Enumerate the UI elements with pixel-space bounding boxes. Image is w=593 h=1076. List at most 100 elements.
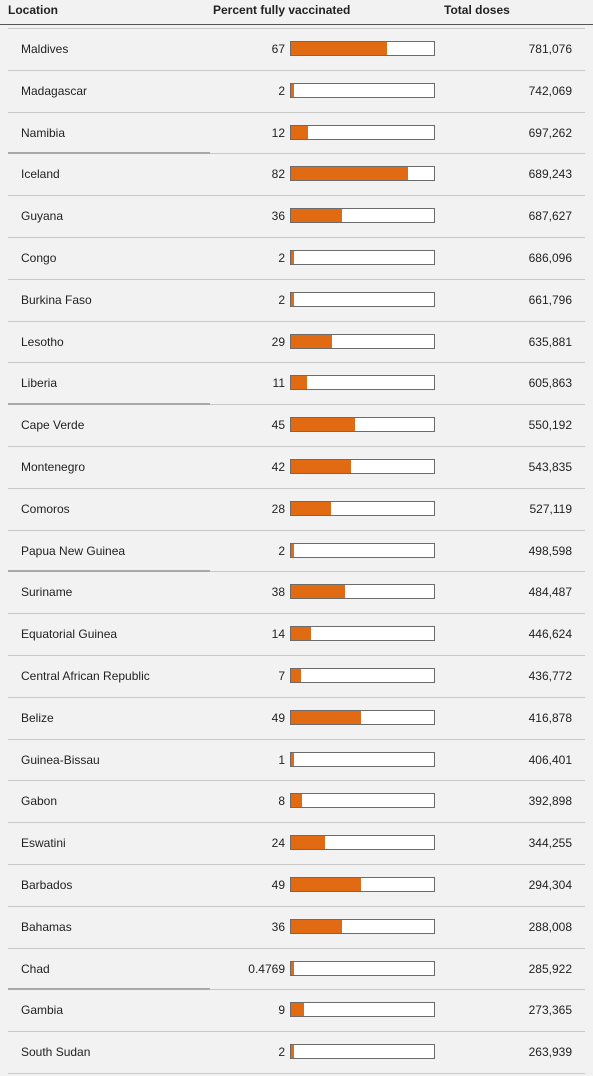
percent-bar-fill (291, 1003, 304, 1017)
percent-bar-fill (291, 836, 326, 850)
row-divider (210, 404, 585, 406)
percent-label: 45 (271, 418, 285, 433)
doses-cell: 446,624 (528, 627, 572, 642)
percent-label: 2 (278, 292, 285, 307)
row-divider (8, 111, 210, 113)
row-divider (210, 947, 585, 949)
location-cell: Iceland (21, 167, 60, 182)
percent-bar-fill (291, 83, 294, 97)
percent-bar-track (290, 333, 435, 349)
row-divider (8, 654, 210, 656)
location-cell: Guinea-Bissau (21, 752, 100, 767)
percent-label: 2 (278, 543, 285, 558)
location-cell: Barbados (21, 878, 73, 892)
percent-label: 42 (271, 460, 285, 474)
row-divider (8, 236, 210, 238)
doses-cell: 697,262 (528, 125, 572, 140)
doses-column-header[interactable]: Total doses (444, 3, 510, 17)
percent-label: 29 (271, 334, 285, 349)
row-divider (210, 822, 585, 824)
row-divider (210, 236, 585, 238)
percent-label: 0.4769 (248, 961, 285, 976)
row-divider (210, 153, 585, 155)
location-cell: Eswatini (21, 836, 66, 851)
row-divider (210, 111, 585, 113)
row-divider (8, 863, 210, 865)
doses-cell: 689,243 (528, 167, 572, 182)
table-row: Lesotho 29 635,881 (0, 322, 593, 364)
row-divider (8, 738, 210, 740)
doses-cell: 605,863 (528, 376, 572, 391)
location-cell: Chad (21, 961, 50, 976)
location-cell: Maldives (21, 42, 69, 56)
location-cell: Equatorial Guinea (21, 627, 118, 642)
percent-label: 82 (271, 167, 285, 182)
row-divider (210, 613, 585, 615)
doses-cell: 781,076 (528, 42, 572, 56)
location-cell: Central African Republic (21, 669, 150, 683)
percent-bar-fill (291, 418, 356, 432)
percent-label: 49 (271, 878, 285, 892)
percent-bar-track (290, 41, 435, 56)
row-divider (210, 863, 585, 865)
doses-cell: 285,922 (528, 961, 572, 976)
percent-label: 11 (272, 376, 285, 391)
location-cell: Papua New Guinea (21, 543, 126, 558)
row-divider (210, 529, 585, 531)
row-divider (8, 362, 210, 364)
row-divider (8, 529, 210, 531)
row-divider (210, 1031, 585, 1033)
percent-label: 9 (278, 1003, 285, 1018)
table-row: Suriname 38 484,487 (0, 572, 593, 615)
row-divider (8, 445, 210, 447)
doses-cell: 288,008 (528, 919, 572, 934)
row-divider (8, 1031, 210, 1033)
percent-label: 12 (271, 125, 285, 140)
location-cell: Cape Verde (21, 418, 85, 433)
percent-bar-fill (291, 42, 387, 55)
percent-bar-fill (291, 627, 312, 641)
percent-label: 2 (278, 1045, 285, 1060)
percent-bar-track (290, 835, 435, 851)
table-row: Guyana 36 687,627 (0, 196, 593, 238)
percent-column-header[interactable]: Percent fully vaccinated (213, 3, 351, 17)
percent-bar-track (290, 500, 435, 516)
table-row: Chad 0.4769 285,922 (0, 949, 593, 991)
row-divider (8, 988, 210, 991)
location-cell: Liberia (21, 376, 58, 391)
percent-bar-fill (291, 669, 301, 682)
table-row: Montenegro 42 543,835 (0, 447, 593, 489)
doses-cell: 392,898 (528, 794, 572, 809)
header-divider (8, 28, 585, 29)
doses-cell: 344,255 (528, 836, 572, 851)
percent-label: 38 (271, 585, 285, 600)
table-row: Central African Republic 7 436,772 (0, 656, 593, 698)
table-row: Gabon 8 392,898 (0, 781, 593, 824)
percent-bar-fill (291, 585, 346, 599)
row-divider (210, 487, 585, 489)
doses-cell: 687,627 (528, 209, 572, 224)
doses-cell: 543,835 (528, 460, 572, 474)
doses-cell: 742,069 (528, 83, 572, 98)
percent-bar-track (290, 124, 435, 140)
percent-bar-fill (291, 125, 309, 139)
doses-cell: 686,096 (528, 251, 572, 265)
percent-label: 36 (271, 209, 285, 224)
percent-bar-fill (291, 460, 352, 473)
table-row: Iceland 82 689,243 (0, 154, 593, 197)
percent-bar-track (290, 166, 435, 182)
table-row: Burkina Faso 2 661,796 (0, 280, 593, 322)
percent-label: 8 (278, 794, 285, 809)
row-divider (8, 947, 210, 949)
percent-bar-track (290, 208, 435, 224)
row-divider (8, 278, 210, 280)
percent-bar-track (290, 1044, 435, 1060)
percent-bar-fill (291, 543, 294, 557)
location-cell: Burkina Faso (21, 292, 92, 307)
location-cell: Congo (21, 251, 57, 265)
doses-cell: 416,878 (528, 710, 572, 725)
location-column-header[interactable]: Location (8, 3, 58, 17)
percent-bar-fill (291, 251, 294, 264)
percent-label: 2 (278, 83, 285, 98)
